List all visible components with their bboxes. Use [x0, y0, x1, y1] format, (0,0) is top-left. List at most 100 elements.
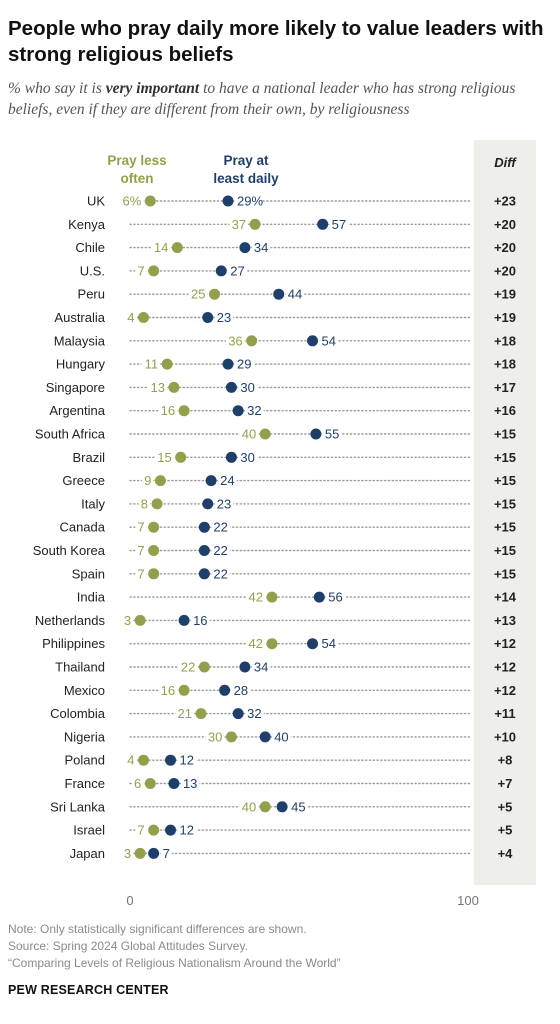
dot-pray-less	[134, 847, 146, 859]
x-tick-label: 100	[457, 893, 479, 908]
dot-pray-less	[148, 265, 160, 277]
dot-plot-chart: Pray less often Pray at least daily Diff UK 6%…	[33, 140, 536, 908]
legend-daily-line1: Pray at	[223, 153, 269, 168]
diff-value: +15	[494, 543, 516, 558]
value-label-daily: 32	[247, 403, 261, 418]
less-label-gap	[158, 682, 178, 699]
less-label-gap	[151, 239, 171, 256]
daily-label-gap	[251, 239, 271, 256]
country-label: Canada	[59, 520, 105, 535]
daily-label-gap	[245, 402, 264, 419]
daily-label-gap	[245, 705, 264, 722]
value-label-less: 7	[137, 263, 144, 278]
subtitle-suffix: to have a national leader who has strong…	[8, 80, 516, 118]
less-label-gap	[142, 472, 154, 489]
diff-value: +20	[494, 217, 516, 232]
less-label-gap	[121, 845, 134, 862]
value-label-daily: 56	[328, 590, 342, 605]
diff-header: Diff	[494, 155, 517, 170]
dot-pray-less	[195, 708, 207, 720]
daily-label-gap	[238, 379, 257, 396]
daily-label-gap	[326, 589, 345, 606]
dot-pray-daily	[310, 428, 322, 440]
diff-value: +19	[494, 310, 516, 325]
daily-label-gap	[231, 682, 251, 699]
daily-label-gap	[238, 449, 257, 466]
less-label-gap	[178, 659, 198, 675]
less-label-gap	[175, 705, 194, 722]
dot-pray-less	[148, 824, 160, 836]
legend-daily-line2: least daily	[213, 171, 279, 186]
value-label-less: 8	[141, 496, 148, 511]
country-label: Netherlands	[35, 613, 106, 628]
diff-value: +16	[494, 403, 516, 418]
dot-pray-daily	[202, 312, 214, 323]
value-label-less: 16	[161, 683, 175, 698]
subtitle-prefix: % who say it is	[8, 80, 106, 97]
country-label: India	[77, 590, 106, 605]
country-label: Poland	[65, 753, 105, 768]
country-label: Kenya	[68, 217, 106, 232]
value-label-daily: 29%	[237, 194, 263, 209]
value-label-daily: 28	[234, 683, 248, 698]
legend-less-line1: Pray less	[107, 153, 166, 168]
less-label-gap	[124, 193, 144, 209]
value-label-less: 30	[208, 729, 222, 744]
country-label: Israel	[73, 823, 105, 838]
dot-pray-daily	[165, 824, 177, 836]
dot-pray-less	[134, 614, 146, 626]
diff-column-background	[474, 140, 536, 885]
diff-value: +15	[494, 520, 516, 535]
less-label-gap	[246, 589, 265, 606]
value-label-less: 21	[178, 706, 192, 721]
dot-pray-less	[178, 405, 190, 417]
value-label-less: 40	[242, 799, 256, 814]
dot-pray-daily	[307, 638, 319, 650]
diff-value: +15	[494, 566, 516, 581]
value-label-daily: 22	[213, 520, 227, 535]
dot-pray-daily	[239, 661, 251, 673]
dot-pray-less	[175, 451, 187, 463]
value-label-daily: 24	[220, 473, 234, 488]
daily-label-gap	[289, 798, 308, 815]
diff-value: +15	[494, 450, 516, 465]
dot-pray-daily	[232, 708, 244, 720]
less-label-gap	[135, 519, 147, 536]
less-label-gap	[246, 635, 265, 652]
less-label-gap	[135, 542, 147, 559]
less-label-gap	[155, 449, 174, 466]
dot-pray-less	[249, 218, 261, 230]
dot-pray-daily	[198, 545, 210, 556]
country-label: Mexico	[64, 683, 105, 698]
country-label: Colombia	[50, 706, 106, 721]
dot-pray-less	[138, 312, 150, 323]
value-label-less: 14	[154, 240, 168, 255]
value-label-less: 25	[191, 287, 205, 302]
chart-subtitle: % who say it is very important to have a…	[8, 78, 553, 120]
country-label: U.S.	[80, 263, 105, 278]
dot-pray-less	[225, 731, 237, 743]
value-label-less: 22	[181, 660, 195, 675]
value-label-daily: 23	[217, 496, 231, 511]
chart-report-title: “Comparing Levels of Religious Nationali…	[8, 956, 341, 970]
less-label-gap	[125, 309, 137, 326]
diff-value: +17	[494, 380, 516, 395]
value-label-less: 15	[157, 450, 171, 465]
value-label-daily: 16	[193, 613, 207, 628]
dot-pray-less	[161, 358, 173, 370]
country-label: Argentina	[49, 403, 105, 418]
daily-label-gap	[235, 356, 254, 373]
dot-pray-less	[198, 661, 210, 673]
diff-value: +18	[494, 333, 516, 348]
value-label-less: 7	[137, 520, 144, 535]
dot-pray-daily	[148, 847, 160, 859]
dot-pray-daily	[178, 614, 190, 626]
diff-value: +15	[494, 496, 516, 511]
dot-pray-less	[178, 684, 190, 696]
less-label-gap	[188, 286, 208, 303]
dot-pray-less	[209, 288, 220, 300]
country-label: Singapore	[46, 380, 105, 395]
value-label-daily: 22	[213, 566, 227, 581]
dot-pray-daily	[165, 754, 177, 766]
dot-pray-less	[148, 545, 160, 556]
